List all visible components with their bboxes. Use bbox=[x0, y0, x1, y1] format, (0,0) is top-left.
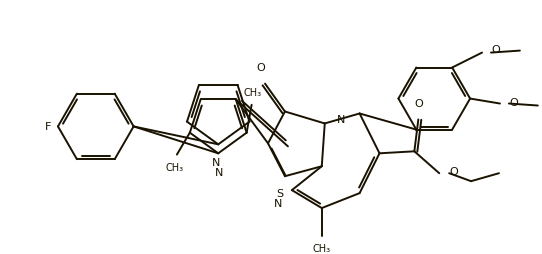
Text: O: O bbox=[414, 98, 423, 108]
Text: F: F bbox=[44, 122, 51, 132]
Text: N: N bbox=[212, 158, 221, 168]
Text: N: N bbox=[337, 115, 345, 125]
Text: S: S bbox=[276, 188, 283, 198]
Text: O: O bbox=[491, 44, 500, 54]
Text: CH₃: CH₃ bbox=[313, 243, 331, 253]
Text: N: N bbox=[274, 198, 282, 208]
Text: O: O bbox=[257, 62, 266, 72]
Text: O: O bbox=[509, 97, 518, 107]
Text: O: O bbox=[449, 167, 458, 177]
Text: N: N bbox=[215, 168, 223, 178]
Text: CH₃: CH₃ bbox=[243, 88, 262, 98]
Text: CH₃: CH₃ bbox=[166, 162, 184, 172]
